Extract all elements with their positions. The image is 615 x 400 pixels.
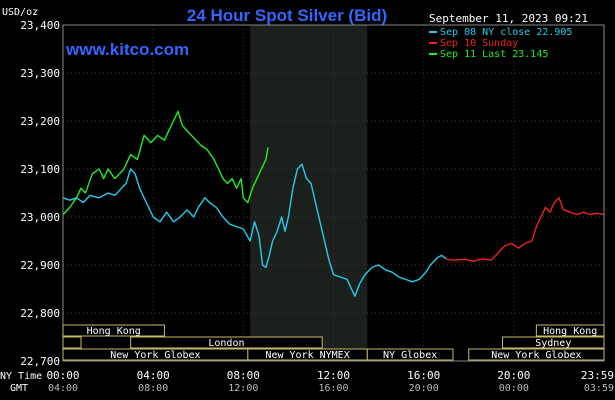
y-tick-label: 22,800 [20, 307, 60, 320]
market-session-bar [366, 348, 454, 361]
market-session-bar [62, 336, 82, 349]
market-session-bar [502, 336, 605, 349]
x-tick-label-ny: 20:00 [497, 369, 530, 382]
x-tick-label-gmt: 16:00 [318, 383, 348, 394]
gmt-label: GMT [10, 383, 28, 394]
legend-entry: Sep 10 Sunday [440, 38, 518, 49]
market-session-label: NY Globex [383, 350, 437, 361]
series-line [62, 163, 447, 297]
y-tick-label: 23,200 [20, 115, 60, 128]
series-lines [62, 110, 604, 297]
market-session-label: Hong Kong [543, 326, 597, 337]
x-tick-label-gmt: 08:00 [138, 383, 168, 394]
series-line [62, 110, 269, 216]
unit-label: USD/oz [2, 7, 38, 18]
y-tick-label: 23,300 [20, 67, 60, 80]
nymex-shaded-region [250, 25, 368, 361]
x-tick-label-gmt: 04:00 [48, 383, 78, 394]
x-tick-label-ny: 00:00 [46, 369, 79, 382]
y-tick-label: 23,400 [20, 19, 60, 32]
market-session-label: Sydney [535, 338, 571, 349]
chart-title: 24 Hour Spot Silver (Bid) [187, 6, 387, 25]
x-tick-label-ny: 08:00 [227, 369, 260, 382]
y-tick-label: 22,900 [20, 259, 60, 272]
x-tick-label-gmt: 20:00 [409, 383, 439, 394]
site-watermark: www.kitco.com [65, 40, 189, 59]
market-session-label: Hong Kong [87, 326, 141, 337]
legend-entry: Sep 08 NY close 22.905 [440, 27, 572, 38]
y-tick-label: 22,700 [20, 355, 60, 368]
x-tick-label-gmt: 03:59 [584, 383, 614, 394]
y-tick-labels: 23,400 23,300 23,200 23,100 23,000 22,900 22,8… [20, 19, 60, 368]
market-session-bar [62, 324, 165, 337]
series-line [446, 197, 604, 262]
y-tick-label: 23,100 [20, 163, 60, 176]
market-session-label: New York NYMEX [265, 350, 349, 361]
market-session-bar [468, 348, 605, 361]
market-session-label: London [208, 338, 244, 349]
x-tick-label-ny: 12:00 [317, 369, 350, 382]
x-tick-labels: 00:0004:0004:0008:0008:0012:0012:0016:00… [46, 369, 614, 394]
market-session-bar [535, 324, 605, 337]
ny-time-label: NY Time [0, 371, 42, 382]
datetime-stamp: September 11, 2023 09:21 [429, 12, 588, 25]
x-tick-label-ny: 04:00 [137, 369, 170, 382]
x-tick-label-ny: 23:59 [581, 369, 614, 382]
shade-layer [250, 25, 368, 361]
x-tick-label-gmt: 00:00 [499, 383, 529, 394]
market-session-bar [130, 336, 323, 349]
x-tick-label-ny: 16:00 [407, 369, 440, 382]
market-session-label: New York Globex [110, 350, 200, 361]
plot-border [62, 24, 605, 362]
legend-entry: Sep 11 Last 23.145 [440, 49, 548, 60]
market-session-label: New York Globex [491, 350, 581, 361]
y-tick-label: 23,000 [20, 211, 60, 224]
x-tick-label-gmt: 12:00 [228, 383, 258, 394]
